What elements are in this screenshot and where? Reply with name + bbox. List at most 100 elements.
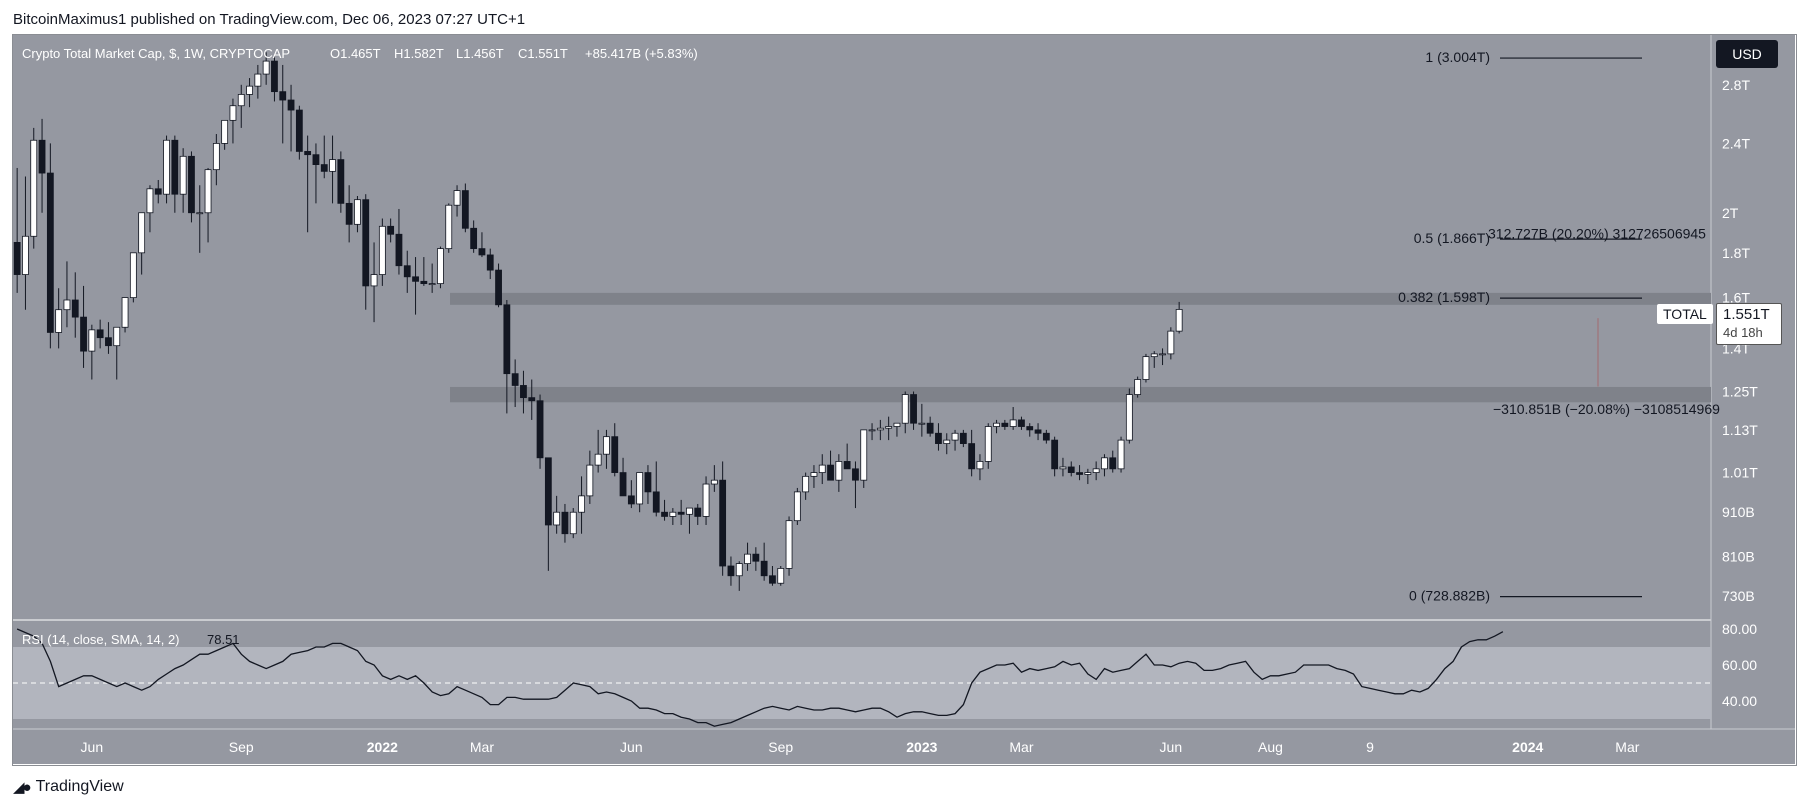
- candle-body: [196, 212, 204, 215]
- time-axis-tick: Sep: [768, 739, 793, 755]
- publish-line: BitcoinMaximus1 published on TradingView…: [13, 11, 526, 28]
- candle-body: [935, 432, 942, 444]
- candle-body: [1167, 330, 1175, 355]
- candle-body: [993, 422, 1000, 427]
- candle-body: [420, 280, 428, 285]
- legend-low: L1.456T: [456, 46, 504, 61]
- price-pane-background: [13, 35, 1711, 620]
- candle-body: [1059, 466, 1067, 470]
- candle-body: [345, 202, 353, 225]
- fibonacci-label: 1 (3.004T): [1425, 49, 1490, 65]
- candle-body: [212, 143, 220, 171]
- candle-body: [478, 248, 486, 256]
- candle-body: [370, 274, 378, 287]
- rsi-axis-tick: 80.00: [1722, 621, 1757, 637]
- legend-close: C1.551T: [518, 46, 568, 61]
- candle-body: [827, 464, 834, 481]
- time-axis-tick: Aug: [1258, 739, 1283, 755]
- price-axis-tick: 1.01T: [1722, 465, 1758, 481]
- candle-body: [96, 329, 104, 339]
- footer-brand[interactable]: TradingView: [35, 778, 124, 795]
- candle-body: [403, 265, 411, 278]
- candle-body: [279, 91, 287, 101]
- candle-body: [627, 495, 635, 505]
- candle-body: [171, 139, 179, 195]
- last-price-value: 1.551T: [1723, 306, 1770, 323]
- candle-body: [744, 553, 751, 565]
- candle-body: [254, 73, 262, 87]
- candle-body: [1001, 422, 1009, 427]
- candle-body: [1134, 379, 1142, 395]
- candle-body: [586, 464, 594, 497]
- candle-body: [868, 429, 876, 432]
- candle-body: [271, 60, 278, 93]
- resistance-zone-lower: [450, 386, 1711, 403]
- candle-body: [163, 139, 170, 195]
- candle-body: [1101, 457, 1108, 470]
- candle-body: [387, 225, 395, 235]
- candle-body: [503, 304, 511, 375]
- time-axis-tick: 2023: [906, 739, 937, 755]
- candle-body: [876, 427, 884, 431]
- candle-body: [71, 299, 79, 318]
- candle-body: [669, 511, 677, 517]
- legend-open: O1.465T: [330, 46, 381, 61]
- candle-body: [1034, 429, 1042, 434]
- candle-body: [1092, 468, 1100, 473]
- candle-body: [561, 511, 569, 535]
- time-axis-background: [13, 729, 1795, 764]
- last-price-badge: 1.551T 4d 18h: [1716, 303, 1782, 345]
- price-axis-tick: 1.25T: [1722, 383, 1758, 399]
- fibonacci-label: 0 (728.882B): [1409, 588, 1490, 604]
- candle-body: [1042, 432, 1050, 441]
- legend-change: +85.417B (+5.83%): [585, 46, 698, 61]
- candle-body: [569, 511, 577, 535]
- candle-body: [735, 563, 743, 577]
- legend-symbol: Crypto Total Market Cap, $, 1W, CRYPTOCA…: [22, 46, 290, 61]
- time-axis-tick: Mar: [1009, 739, 1033, 755]
- candle-body: [1109, 457, 1117, 470]
- time-axis-tick: Mar: [470, 739, 494, 755]
- candle-body: [129, 252, 137, 299]
- candle-body: [901, 394, 909, 424]
- candle-body: [246, 85, 253, 95]
- bar-countdown: 4d 18h: [1723, 325, 1763, 340]
- resistance-zone-upper: [450, 292, 1711, 305]
- candle-body: [262, 60, 270, 75]
- currency-button[interactable]: USD: [1716, 40, 1778, 68]
- candle-body: [677, 511, 685, 515]
- candle-body: [1026, 426, 1034, 431]
- candle-body: [694, 507, 702, 517]
- rsi-axis-tick: 60.00: [1722, 657, 1757, 673]
- candle-body: [619, 472, 627, 497]
- rsi-axis-tick: 40.00: [1722, 693, 1757, 709]
- candle-body: [154, 188, 162, 195]
- candle-body: [337, 159, 345, 204]
- candle-body: [893, 422, 901, 427]
- price-axis-tick: 910B: [1722, 504, 1755, 520]
- time-axis-tick: Jun: [81, 739, 104, 755]
- candle-body: [88, 329, 96, 352]
- footer: ◢● TradingView: [13, 778, 124, 796]
- candle-body: [470, 227, 478, 250]
- candle-body: [395, 233, 403, 267]
- candle-body: [835, 461, 843, 481]
- candle-body: [188, 155, 195, 214]
- candle-body: [113, 326, 121, 347]
- price-axis-tick: 1.8T: [1722, 245, 1750, 261]
- time-axis-tick: 9: [1366, 739, 1374, 755]
- candle-body: [453, 190, 461, 206]
- candle-body: [785, 520, 793, 569]
- candle-body: [926, 422, 934, 434]
- candle-body: [984, 426, 992, 462]
- candle-body: [1018, 419, 1025, 427]
- candle-body: [287, 99, 295, 111]
- candle-body: [179, 155, 187, 195]
- candle-body: [1117, 439, 1125, 470]
- candle-body: [354, 199, 361, 225]
- tradingview-logo-icon[interactable]: ◢●: [13, 779, 32, 796]
- candle-body: [1159, 353, 1166, 356]
- candle-body: [544, 457, 552, 526]
- candle-body: [611, 436, 619, 473]
